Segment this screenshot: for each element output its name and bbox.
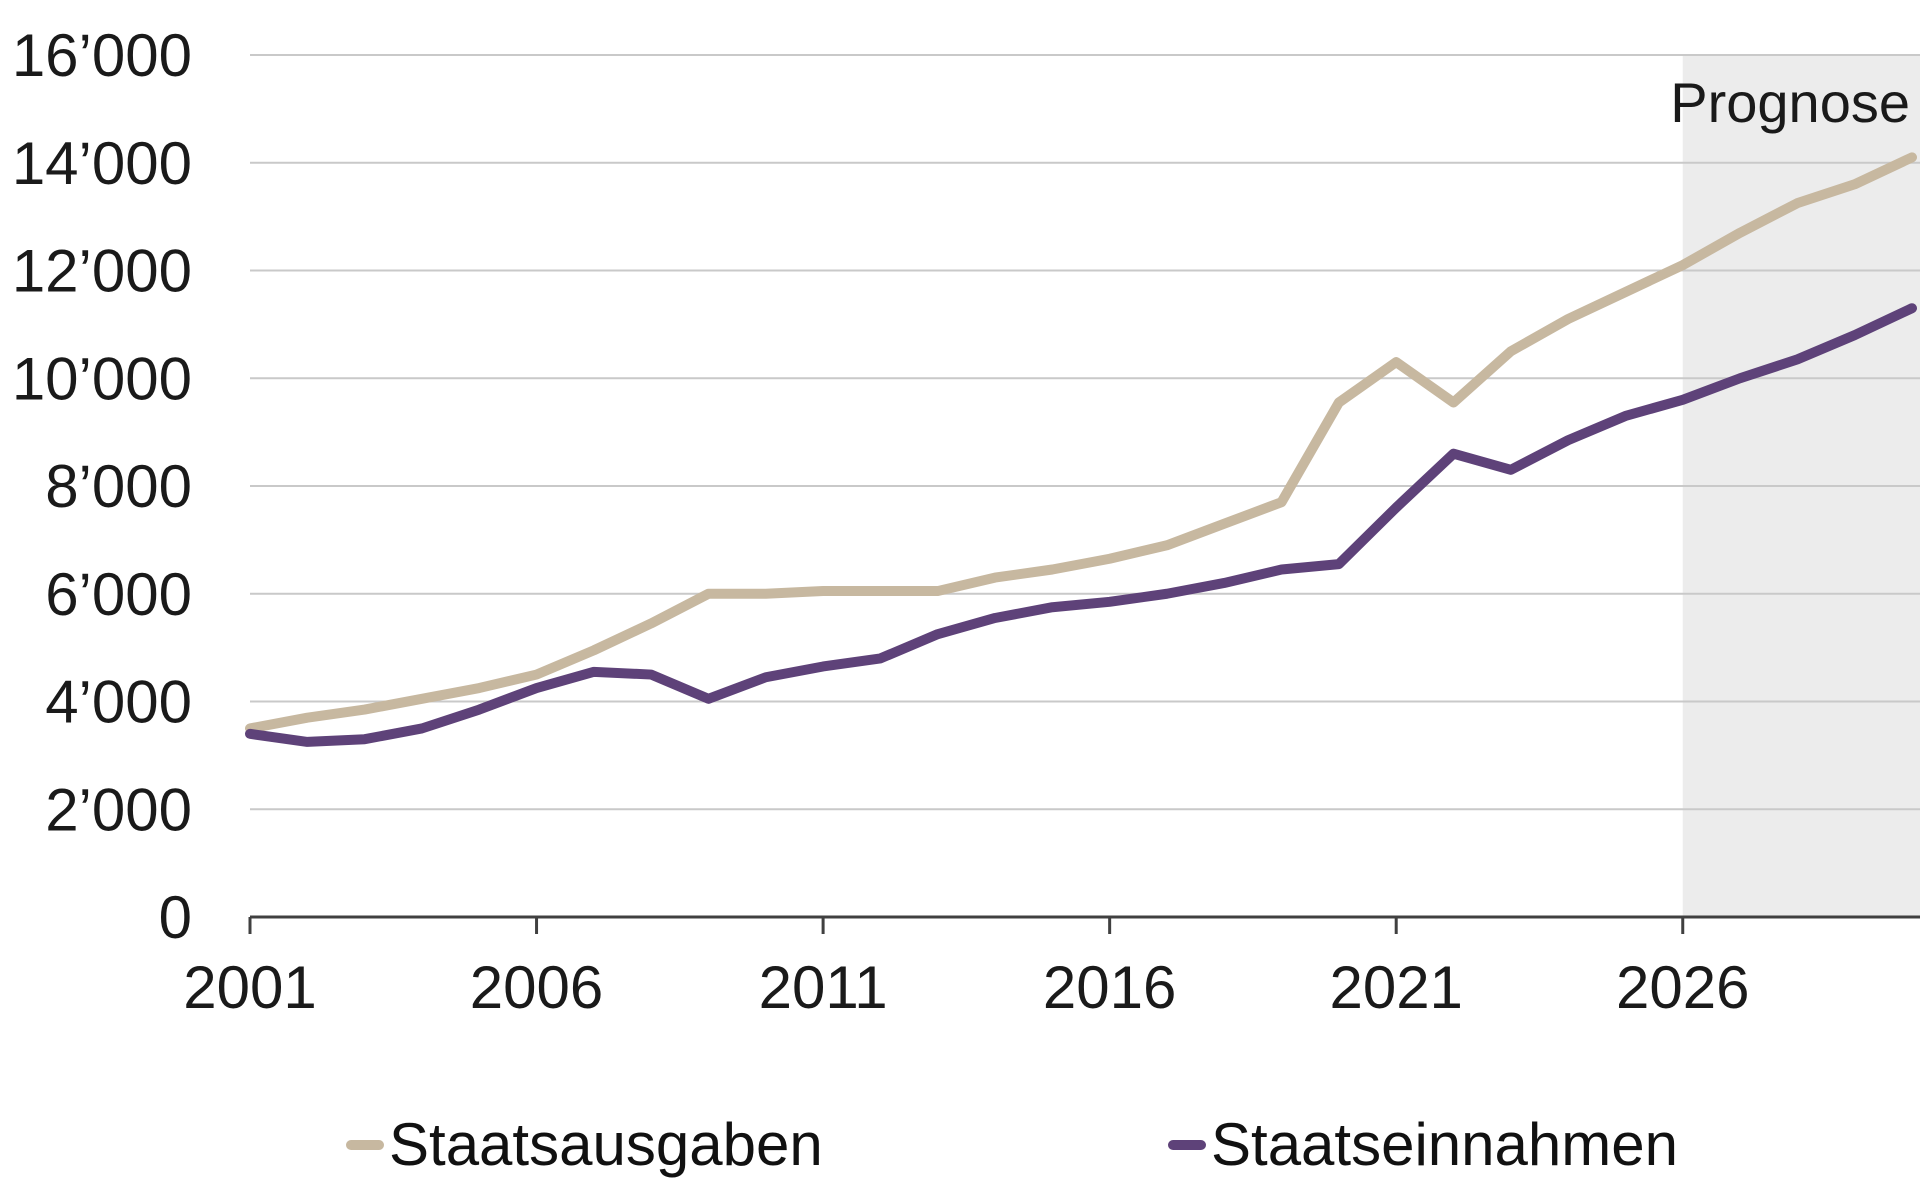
staatsausgaben-line bbox=[245, 152, 1917, 734]
x-axis-label: 2016 bbox=[1043, 954, 1176, 1021]
y-axis-label: 10’000 bbox=[12, 345, 192, 412]
y-axis-label: 0 bbox=[159, 884, 192, 951]
forecast-label: Prognose bbox=[1670, 71, 1910, 134]
staatseinnahmen-line bbox=[245, 303, 1917, 747]
x-axis-label: 2021 bbox=[1329, 954, 1462, 1021]
y-axis-label: 12’000 bbox=[12, 238, 192, 305]
y-axis-label: 16’000 bbox=[12, 22, 192, 89]
y-axis-label: 14’000 bbox=[12, 130, 192, 197]
y-axis-label: 2’000 bbox=[45, 776, 192, 843]
y-axis-label: 6’000 bbox=[45, 561, 192, 628]
x-axis-label: 2026 bbox=[1616, 954, 1749, 1021]
x-axis-label: 2011 bbox=[759, 954, 888, 1021]
x-axis-label: 2001 bbox=[183, 954, 316, 1021]
y-axis-label: 8’000 bbox=[45, 453, 192, 520]
x-axis-label: 2006 bbox=[470, 954, 603, 1021]
y-axis-label: 4’000 bbox=[45, 669, 192, 736]
